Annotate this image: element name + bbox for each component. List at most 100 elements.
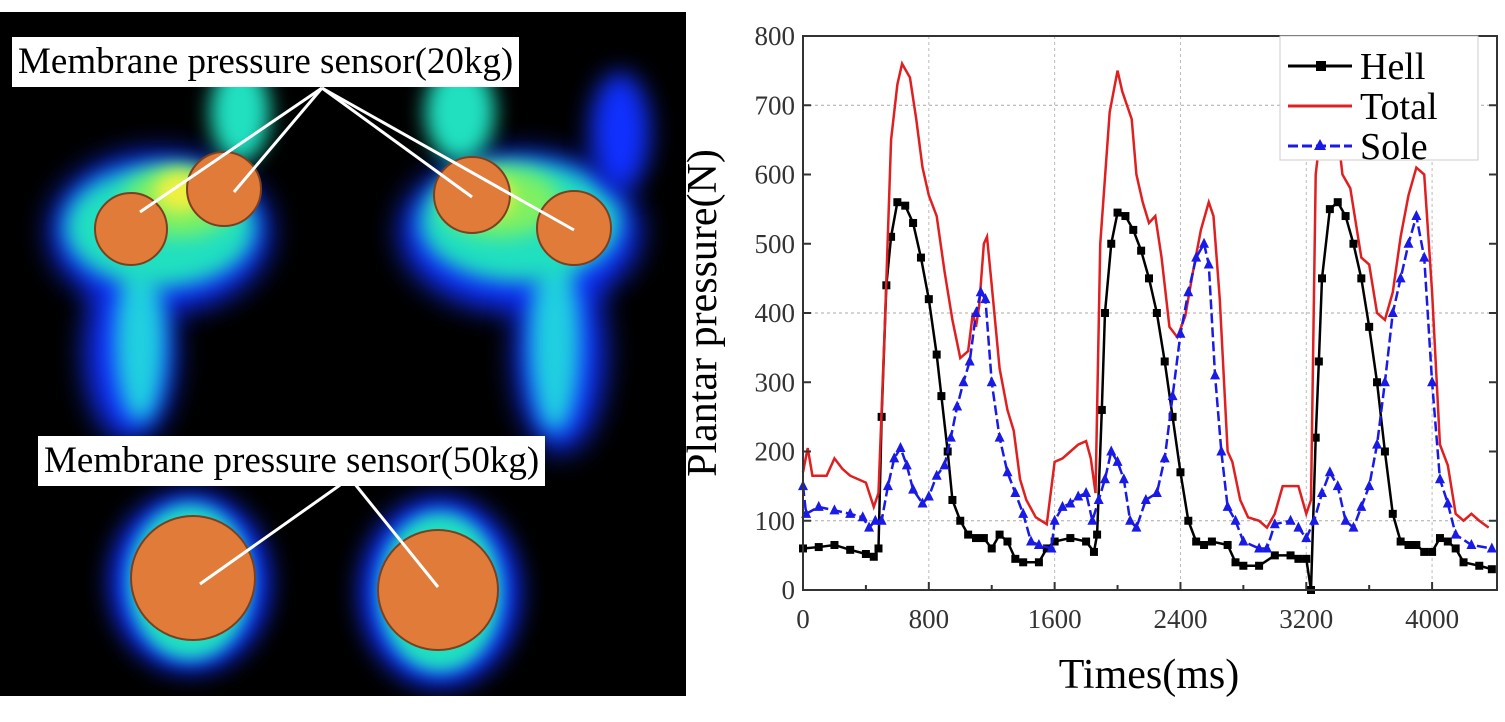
data-point-hell	[1357, 274, 1366, 283]
sensor-circle	[536, 190, 612, 266]
x-tick-label: 4000	[1405, 604, 1459, 634]
data-point-sole	[1301, 532, 1312, 543]
plantar-pressure-chart: 0 100 200 300 400 500 600 700 800 0 800 1600 2400 320…	[680, 21, 1498, 698]
data-point-hell	[1302, 554, 1311, 563]
data-point-sole	[1018, 507, 1029, 518]
data-point-hell	[1011, 554, 1020, 563]
data-point-sole	[1099, 473, 1110, 484]
data-point-sole	[845, 507, 856, 518]
sensor-pointer-line	[321, 86, 473, 199]
data-point-sole	[1216, 445, 1227, 456]
data-point-hell	[1412, 540, 1421, 549]
sensor-pointer-line	[348, 477, 440, 588]
data-point-sole	[889, 452, 900, 463]
data-point-sole	[829, 504, 840, 515]
heat-blob	[590, 72, 650, 192]
data-point-hell	[893, 198, 902, 207]
y-tick-label: 600	[755, 160, 796, 190]
y-tick-label: 0	[782, 575, 796, 605]
legend-marker-square-icon	[1316, 61, 1326, 71]
sensor-pointer-line	[321, 86, 575, 232]
data-point-hell	[814, 543, 823, 552]
data-point-sole	[901, 459, 912, 470]
data-point-hell	[1200, 540, 1209, 549]
data-point-hell	[1019, 558, 1028, 567]
x-tick-label: 1600	[1028, 604, 1082, 634]
data-point-sole	[1175, 327, 1186, 338]
data-point-sole	[1087, 514, 1098, 525]
data-point-sole	[1002, 466, 1013, 477]
data-point-hell	[1435, 534, 1444, 543]
x-tick-label: 2400	[1153, 604, 1207, 634]
data-point-sole	[939, 459, 950, 470]
sensor-pointer-line	[139, 86, 323, 214]
data-point-sole	[1419, 251, 1430, 262]
data-point-sole	[1203, 258, 1214, 269]
data-point-sole	[1210, 369, 1221, 380]
data-point-hell	[1388, 509, 1397, 518]
data-point-hell	[916, 253, 925, 262]
data-point-sole	[1379, 376, 1390, 387]
label-sensor-20kg: Membrane pressure sensor(20kg)	[12, 37, 520, 87]
data-point-sole	[964, 355, 975, 366]
data-point-hell	[1100, 309, 1109, 317]
data-point-hell	[1113, 208, 1122, 217]
data-point-hell	[1207, 537, 1216, 546]
data-point-hell	[1404, 540, 1413, 549]
data-point-hell	[1239, 561, 1248, 570]
data-point-sole	[1131, 521, 1142, 532]
foot-pressure-heatmap	[50, 62, 650, 687]
data-point-sole	[1191, 251, 1202, 262]
x-tick-label: 0	[796, 604, 810, 634]
data-point-sole	[1125, 514, 1136, 525]
data-point-sole	[1293, 521, 1304, 532]
data-point-sole	[1112, 455, 1123, 466]
data-point-sole	[908, 483, 919, 494]
data-point-hell	[1475, 561, 1484, 570]
data-point-sole	[1261, 542, 1272, 553]
data-point-sole	[945, 431, 956, 442]
x-tick-label: 800	[909, 604, 950, 634]
data-point-hell	[932, 350, 941, 359]
legend-marker-triangle-icon	[1314, 139, 1326, 150]
data-point-hell	[1231, 558, 1240, 567]
data-point-hell	[1325, 205, 1334, 214]
sensor-circle	[377, 529, 499, 651]
data-point-sole	[864, 521, 875, 532]
data-point-hell	[1396, 537, 1405, 546]
data-point-hell	[924, 295, 933, 304]
data-point-sole	[876, 514, 887, 525]
data-point-sole	[1046, 542, 1057, 553]
y-tick-label: 300	[755, 367, 796, 397]
data-point-sole	[1049, 514, 1060, 525]
data-point-hell	[1082, 537, 1091, 546]
label-sensor-50kg: Membrane pressure sensor(50kg)	[38, 436, 546, 486]
data-point-hell	[1365, 322, 1374, 331]
legend-label-sole: Sole	[1360, 126, 1428, 168]
data-point-sole	[917, 497, 928, 508]
data-point-hell	[1050, 537, 1059, 546]
data-point-sole	[1387, 307, 1398, 317]
data-point-hell	[1089, 547, 1098, 556]
data-point-sole	[1466, 538, 1477, 549]
data-point-sole	[1065, 497, 1076, 508]
data-point-hell	[1160, 357, 1169, 366]
data-point-hell	[1034, 558, 1043, 567]
data-point-sole	[1324, 466, 1335, 477]
data-point-sole	[1309, 514, 1320, 525]
data-point-sole	[1254, 542, 1265, 553]
sensor-circle	[433, 156, 511, 234]
data-point-hell	[972, 534, 980, 543]
pressure-heatmap-panel: Membrane pressure sensor(20kg) Membrane …	[0, 12, 686, 696]
data-point-sole	[1033, 538, 1044, 549]
legend-label-total: Total	[1360, 86, 1438, 128]
data-point-sole	[1010, 487, 1021, 498]
data-point-sole	[1081, 487, 1092, 498]
data-point-sole	[1285, 514, 1296, 525]
data-point-sole	[980, 293, 991, 304]
data-point-hell	[1168, 412, 1177, 421]
heat-blob	[210, 62, 270, 162]
data-point-hell	[1184, 516, 1193, 525]
data-point-sole	[1159, 452, 1170, 463]
